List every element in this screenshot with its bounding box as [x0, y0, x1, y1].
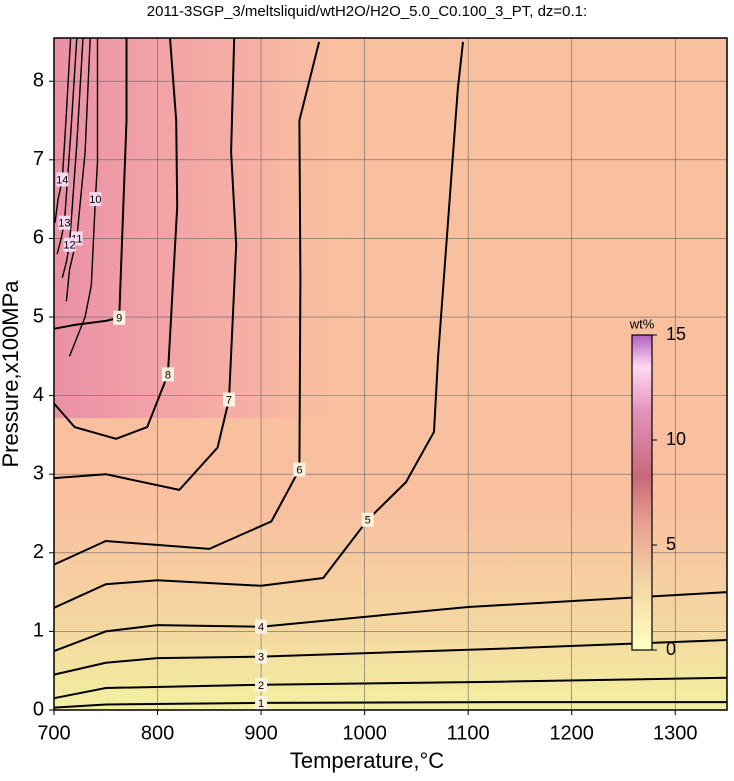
colorbar-tick-label: 15	[666, 324, 686, 344]
contour-label: 13	[58, 215, 71, 230]
colorbar-tick-label: 5	[666, 534, 676, 554]
x-tick-label: 800	[141, 722, 174, 744]
contour-line	[53, 591, 728, 653]
y-tick-label: 0	[33, 698, 44, 720]
y-tick-label: 4	[33, 384, 44, 406]
contour-label-box	[89, 192, 102, 207]
contour-label-box	[63, 237, 76, 252]
contour-label-text: 9	[116, 313, 122, 325]
y-tick-label: 6	[33, 227, 44, 249]
x-tick-label: 900	[244, 722, 277, 744]
plot-shade	[54, 38, 727, 418]
contour-label-box	[255, 619, 268, 634]
contour-label-text: 3	[258, 651, 264, 663]
contour-label-text: 5	[365, 515, 371, 527]
contour-label-text: 8	[165, 369, 171, 381]
contour-label-text: 7	[226, 394, 232, 406]
contour-label-box	[58, 215, 71, 230]
colorbar-tick-label: 0	[666, 639, 676, 659]
x-axis-label: Temperature,°C	[290, 748, 444, 773]
x-tick-label: 1300	[653, 722, 698, 744]
contour-label: 7	[222, 392, 235, 407]
contour-label-text: 12	[63, 240, 75, 252]
plot-frame	[53, 37, 728, 711]
contour-line	[53, 37, 238, 491]
y-tick-label: 2	[33, 541, 44, 563]
y-axis-label: Pressure,x100MPa	[0, 280, 23, 468]
contour-line	[53, 37, 179, 440]
contour-label: 14	[56, 172, 69, 187]
contour-label-text: 1	[258, 698, 264, 710]
contour-label-text: 2	[258, 680, 264, 692]
contour-label: 9	[113, 310, 126, 325]
contour-label-box	[255, 677, 268, 692]
contour-label: 2	[255, 677, 268, 692]
y-tick-label: 1	[33, 620, 44, 642]
colorbar	[631, 334, 653, 651]
contour-label-text: 14	[56, 174, 68, 186]
contour-label-text: 11	[71, 233, 82, 245]
contour-label-box	[161, 367, 174, 382]
contour-label: 6	[293, 462, 306, 477]
contour-line	[68, 38, 99, 357]
contour-label: 5	[361, 512, 374, 527]
contour-label-box	[255, 695, 268, 710]
x-tick-label: 1100	[447, 722, 490, 744]
contour-label-text: 4	[258, 622, 264, 634]
chart-title: 2011-3SGP_3/meltsliquid/wtH2O/H2O_5.0_C0…	[147, 3, 587, 20]
contour-label-text: 13	[58, 218, 70, 230]
contour-label: 1	[255, 695, 268, 710]
contour-label-box	[113, 310, 126, 325]
contour-label-box	[56, 172, 69, 187]
x-tick-label: 1000	[342, 722, 387, 744]
x-tick-label: 700	[37, 722, 70, 744]
contour-label-box	[255, 649, 268, 664]
y-tick-label: 8	[33, 70, 44, 92]
contour-label: 3	[255, 649, 268, 664]
colorbar-tick-label: 10	[666, 429, 686, 449]
contour-line	[53, 41, 321, 566]
y-tick-label: 5	[33, 305, 44, 327]
contour-label: 8	[161, 367, 174, 382]
contour-label-box	[293, 462, 306, 477]
colorbar-label: wt%	[629, 316, 655, 331]
y-tick-label: 3	[33, 462, 44, 484]
contour-label-text: 10	[89, 194, 101, 206]
y-tick-label: 7	[33, 148, 44, 170]
contour-label-box	[222, 392, 235, 407]
contour-label-box	[361, 512, 374, 527]
x-tick-label: 1200	[549, 722, 594, 744]
contour-label-text: 6	[296, 464, 302, 476]
contour-label: 12	[63, 237, 76, 252]
contour-label: 4	[255, 619, 268, 634]
contour-label: 10	[89, 192, 102, 207]
contour-line	[53, 639, 728, 676]
